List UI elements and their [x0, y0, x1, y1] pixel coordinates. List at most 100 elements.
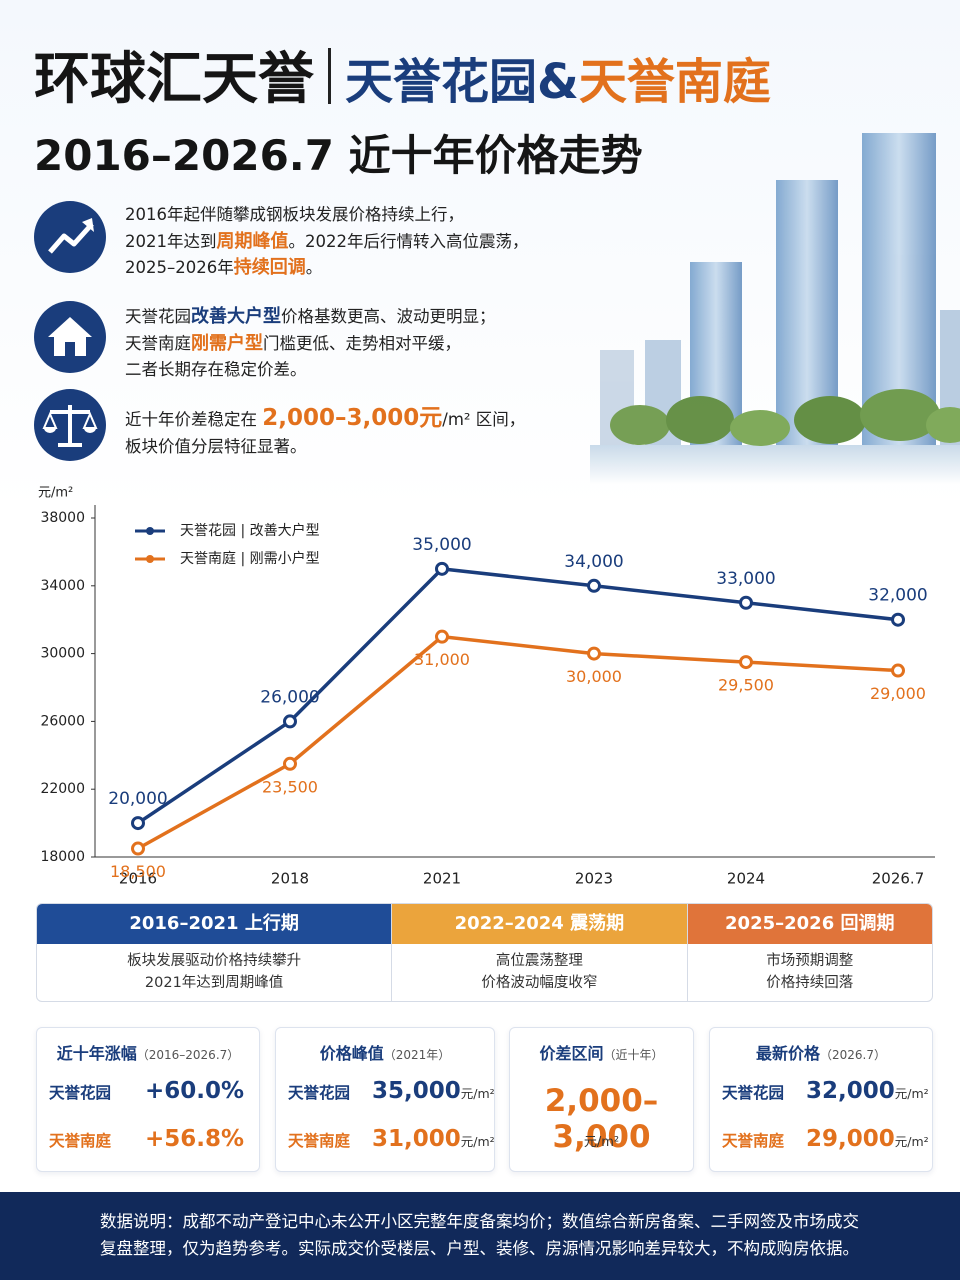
card-title-text: 近十年涨幅	[56, 1044, 137, 1063]
card-row: 天誉南庭 29,000元/m²	[722, 1126, 929, 1152]
card-unit: 元/m²	[583, 1135, 620, 1150]
x-tick-label: 2018	[271, 870, 309, 888]
data-label: 34,000	[564, 552, 623, 572]
phase: 2022–2024 震荡期 高位震荡整理 价格波动幅度收窄	[392, 904, 688, 1001]
highlight-line: 天誉南庭刚需户型门槛更低、走势相对平缓，	[125, 331, 496, 358]
phase-title: 2025–2026 回调期	[687, 904, 932, 944]
text: 二者长期存在稳定价差。	[125, 360, 307, 379]
card-note: （2026.7）	[820, 1048, 886, 1062]
card-row-value: 32,000	[806, 1078, 895, 1104]
card-row-value: +60.0%	[145, 1078, 245, 1104]
card-row-name: 天誉花园	[288, 1084, 351, 1102]
card-row-name: 天誉南庭	[288, 1132, 351, 1150]
legend-dot	[146, 555, 154, 563]
x-tick-label: 2023	[575, 870, 613, 888]
data-point	[891, 663, 905, 678]
data-point	[131, 816, 145, 831]
legend-label: 天誉南庭 | 刚需小户型	[180, 550, 320, 567]
highlight-line: 近十年价差稳定在 2,000–3,000元/m² 区间，	[125, 405, 525, 434]
phase-body: 高位震荡整理 价格波动幅度收窄	[392, 944, 686, 994]
data-point	[587, 578, 601, 593]
card-row-name: 天誉花园	[49, 1084, 112, 1102]
phase-body: 市场预期调整 价格持续回落	[688, 944, 932, 994]
data-point	[739, 595, 753, 610]
emphasis: 2,000–3,000元	[262, 405, 443, 431]
phase-title: 2016–2021 上行期	[37, 904, 392, 944]
phase-line: 价格持续回落	[766, 975, 854, 991]
card-row: 天誉南庭 31,000元/m²	[288, 1126, 495, 1152]
data-label: 33,000	[716, 569, 775, 589]
text: 。2022年后行情转入高位震荡，	[288, 231, 529, 251]
data-point	[283, 756, 297, 771]
footer-line: 数据说明：成都不动产登记中心未公开小区完整年度备案均价；数值综合新房备案、二手网…	[100, 1208, 859, 1235]
y-tick-label: 22000	[40, 781, 85, 797]
text: 门槛更低、走势相对平缓，	[263, 333, 461, 353]
emphasis: 持续回调	[233, 257, 306, 278]
subtitle: 2016–2026.7 近十年价格走势	[34, 131, 643, 180]
card-title-text: 价差区间	[539, 1044, 604, 1063]
data-label: 18,500	[110, 862, 166, 881]
text: 2025–2026年	[125, 258, 234, 277]
skyline	[590, 133, 960, 485]
stat-card: 近十年涨幅（2016–2026.7） 天誉花园 +60.0% 天誉南庭 +56.8%	[36, 1027, 260, 1172]
series-line	[137, 634, 899, 851]
card-title: 最新价格（2026.7）	[710, 1040, 932, 1064]
data-point	[587, 646, 601, 661]
emphasis: 周期峰值	[216, 230, 289, 252]
footer-text: 数据说明：成都不动产登记中心未公开小区完整年度备案均价；数值综合新房备案、二手网…	[100, 1208, 859, 1262]
x-tick-label: 2021	[423, 870, 461, 888]
card-row-name: 天誉南庭	[722, 1132, 785, 1150]
phase-title: 2022–2024 震荡期	[392, 904, 687, 944]
phase-line: 价格波动幅度收窄	[481, 975, 598, 991]
phase-body: 板块发展驱动价格持续攀升 2021年达到周期峰值	[37, 944, 391, 994]
text: 2016年起伴随攀成钢板块发展价格持续上行，	[125, 205, 464, 224]
project-a: 天誉花园	[345, 54, 538, 110]
phase-line: 板块发展驱动价格持续攀升	[127, 953, 302, 969]
highlight-line: 2021年达到周期峰值。2022年后行情转入高位震荡，	[125, 229, 529, 256]
phase-line: 高位震荡整理	[495, 953, 583, 969]
x-tick-label: 2024	[727, 870, 765, 888]
data-label: 30,000	[566, 667, 622, 686]
text: 天誉花园	[125, 307, 191, 326]
data-point	[739, 655, 753, 670]
legend-label: 天誉花园 | 改善大户型	[180, 522, 320, 539]
highlight-line: 2025–2026年持续回调。	[125, 255, 529, 282]
y-tick-label: 30000	[40, 646, 85, 662]
card-row-unit: 元/m²	[460, 1134, 495, 1149]
text: 板块价值分层特征显著。	[125, 436, 307, 456]
text: 天誉南庭	[125, 333, 191, 353]
card-row: 天誉花园 35,000元/m²	[288, 1078, 495, 1104]
card-row-unit: 元/m²	[894, 1086, 929, 1101]
y-unit: 元/m²	[38, 486, 73, 501]
data-point	[283, 714, 297, 729]
y-tick-label: 18000	[40, 849, 85, 865]
project-b: 天誉南庭	[578, 54, 771, 110]
data-label: 29,500	[718, 676, 774, 695]
card-row-value: 31,000	[372, 1126, 461, 1152]
text: 价格基数更高、波动更明显；	[281, 307, 496, 326]
card-title-text: 价格峰值	[319, 1044, 384, 1063]
y-tick-label: 26000	[40, 713, 85, 729]
text: 。	[305, 258, 323, 277]
card-row-name: 天誉花园	[722, 1084, 785, 1102]
card-row: 天誉花园 32,000元/m²	[722, 1078, 929, 1104]
data-label: 29,000	[870, 684, 926, 703]
card-row-value: 35,000	[372, 1078, 461, 1104]
card-note: （近十年）	[603, 1048, 664, 1062]
card-title-text: 最新价格	[755, 1044, 820, 1063]
stat-card: 价差区间（近十年） 2,000–3,000 元/m²	[509, 1027, 694, 1172]
card-row: 天誉花园 +60.0%	[49, 1078, 251, 1104]
highlight-line: 板块价值分层特征显著。	[125, 434, 525, 461]
highlight: 2016年起伴随攀成钢板块发展价格持续上行， 2021年达到周期峰值。2022年后…	[125, 202, 529, 282]
card-row: 天誉南庭 +56.8%	[49, 1126, 251, 1152]
footer-text-line: 成都不动产登记中心未公开小区完整年度备案均价；数值综合新房备案、二手网签及市场成…	[182, 1212, 860, 1231]
data-label: 26,000	[260, 687, 319, 707]
footer-label: 数据说明：	[100, 1212, 183, 1231]
stat-card: 最新价格（2026.7） 天誉花园 32,000元/m² 天誉南庭 29,000元/m²	[709, 1027, 933, 1172]
phase: 2025–2026 回调期 市场预期调整 价格持续回落	[687, 904, 932, 1001]
card-title: 价差区间（近十年）	[510, 1040, 693, 1064]
data-point	[435, 629, 449, 644]
data-label: 32,000	[868, 586, 927, 606]
card-row-value: +56.8%	[145, 1126, 245, 1152]
x-tick-label: 2016	[119, 870, 157, 888]
